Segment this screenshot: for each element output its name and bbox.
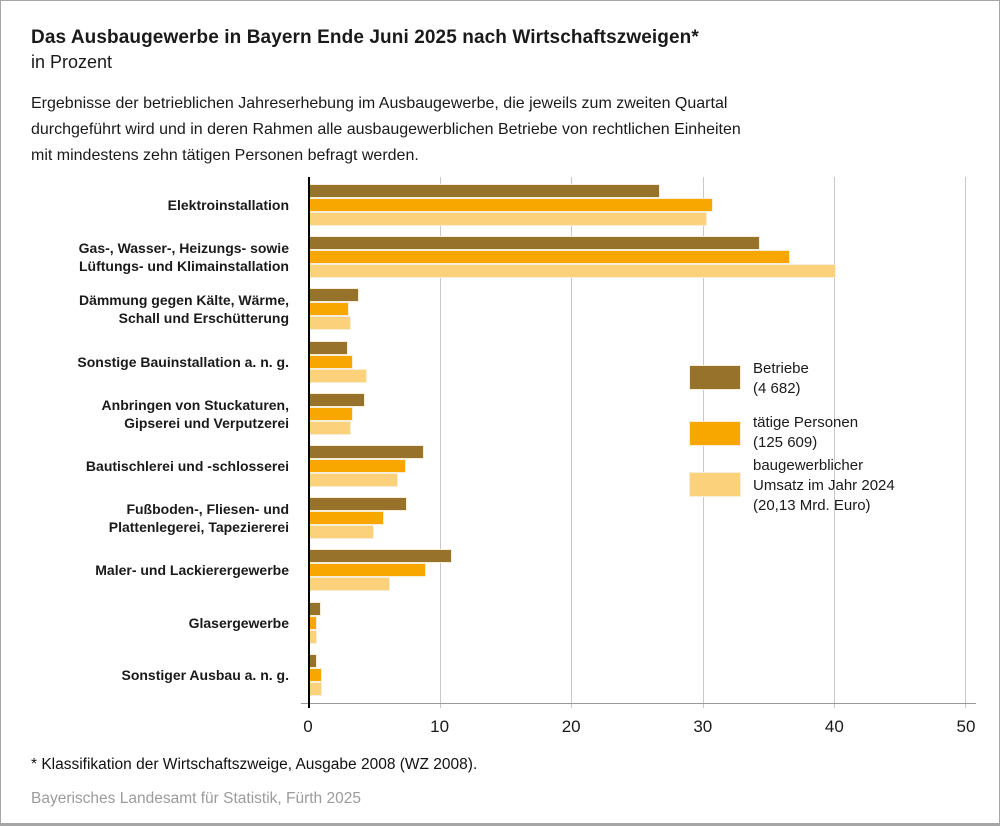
- category-label: Elektroinstallation: [167, 197, 289, 213]
- bar: [308, 549, 453, 564]
- bar: [308, 236, 761, 251]
- bar: [308, 459, 407, 473]
- bar: [308, 497, 408, 512]
- source-credit: Bayerisches Landesamt für Statistik, Für…: [31, 790, 361, 807]
- bar: [308, 681, 322, 696]
- legend-label: baugewerblicher Umsatz im Jahr 2024 (20,…: [753, 457, 895, 514]
- legend-swatch: [689, 472, 741, 497]
- bar: [308, 184, 661, 198]
- plot-area: [308, 177, 966, 708]
- x-tick-label: 0: [303, 717, 313, 736]
- gridline: [571, 177, 573, 708]
- legend-label: tätige Personen (125 609): [753, 414, 859, 451]
- chart-description: Ergebnisse der betrieblichen Jahreserheb…: [31, 95, 741, 164]
- gridline: [834, 177, 836, 708]
- bar: [308, 420, 351, 435]
- category-label: Bautischlerei und -schlosserei: [85, 458, 289, 474]
- x-tick-label: 10: [430, 717, 450, 736]
- y-axis-line: [308, 177, 310, 708]
- bar: [308, 250, 791, 265]
- bar: [308, 525, 375, 540]
- category-label: Gas-, Wasser-, Heizungs- sowie Lüftungs-…: [78, 240, 289, 275]
- bar: [308, 212, 708, 226]
- bar: [308, 667, 322, 682]
- category-label: Maler- und Lackierergewerbe: [95, 562, 289, 579]
- category-label: Sonstige Bauinstallation a. n. g.: [77, 353, 289, 370]
- bar: [308, 316, 351, 331]
- bar: [308, 354, 354, 369]
- chart-header: Das Ausbaugewerbe in Bayern Ende Juni 20…: [31, 25, 699, 74]
- x-tick-label: 30: [693, 717, 713, 736]
- bar: [308, 288, 359, 303]
- x-tick-label: 50: [956, 717, 976, 736]
- bar: [308, 264, 837, 279]
- bar: [308, 473, 399, 487]
- category-label: Dämmung gegen Kälte, Wärme, Schall und E…: [78, 292, 289, 327]
- legend-swatch: [689, 421, 741, 446]
- category-label: Sonstiger Ausbau a. n. g.: [121, 666, 289, 683]
- category-label: Fußboden-, Fliesen- und Plattenlegerei, …: [108, 501, 289, 536]
- chart-title: Das Ausbaugewerbe in Bayern Ende Juni 20…: [31, 27, 699, 48]
- chart-subtitle: in Prozent: [31, 52, 113, 72]
- bar: [308, 302, 350, 317]
- bar: [308, 577, 391, 592]
- bar: [308, 368, 367, 383]
- bar: [308, 445, 425, 459]
- bar: [308, 340, 349, 355]
- gridline: [439, 177, 441, 708]
- bar: [308, 563, 426, 578]
- x-axis-line: [301, 703, 976, 704]
- category-label: Anbringen von Stuckaturen, Gipserei und …: [101, 396, 289, 431]
- bar: [308, 406, 354, 421]
- category-label: Glasergewerbe: [188, 614, 289, 631]
- bar: [308, 198, 713, 212]
- x-tick-label: 20: [561, 717, 581, 736]
- legend-swatch: [689, 365, 741, 390]
- legend-label: Betriebe (4 682): [753, 360, 809, 397]
- gridline: [965, 177, 966, 708]
- x-tick-label: 40: [824, 717, 844, 736]
- bar: [308, 511, 384, 526]
- bar: [308, 392, 366, 407]
- footnote: * Klassifikation der Wirtschaftszweige, …: [31, 756, 478, 773]
